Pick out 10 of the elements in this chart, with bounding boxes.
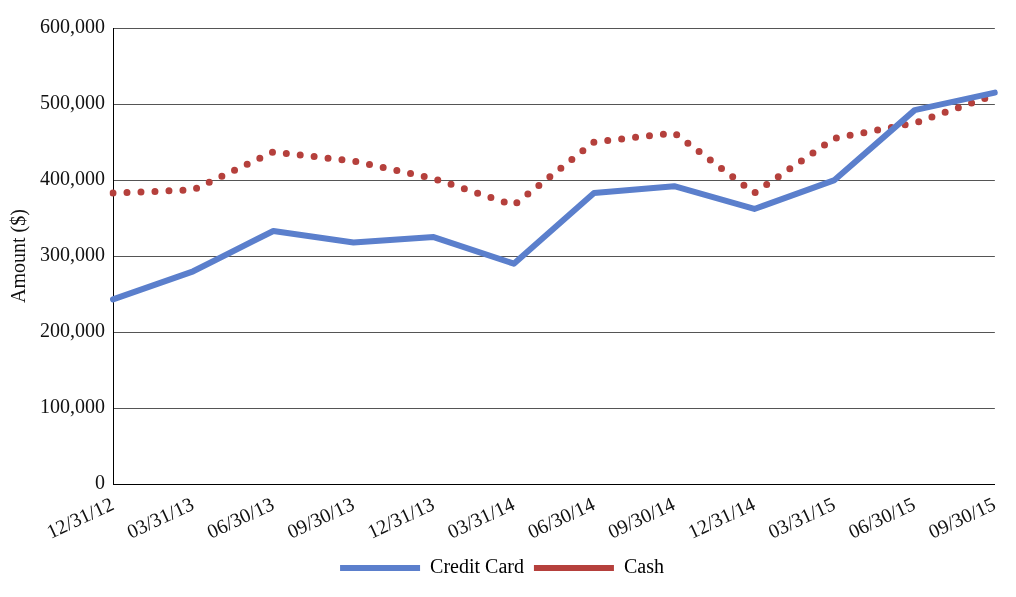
y-tick-label: 600,000: [40, 15, 105, 38]
y-tick-label: 200,000: [40, 319, 105, 342]
y-tick-label: 100,000: [40, 395, 105, 418]
y-tick-label: 400,000: [40, 167, 105, 190]
y-tick-label: 300,000: [40, 243, 105, 266]
legend-label: Credit Card: [430, 555, 524, 578]
y-tick-label: 0: [95, 471, 105, 494]
y-tick-label: 500,000: [40, 91, 105, 114]
y-axis-title: Amount ($): [7, 209, 31, 304]
legend-label: Cash: [623, 555, 664, 578]
